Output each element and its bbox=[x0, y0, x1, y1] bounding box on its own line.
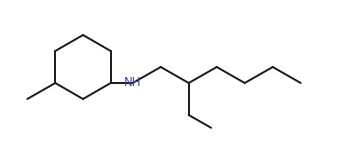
Text: NH: NH bbox=[124, 76, 142, 90]
